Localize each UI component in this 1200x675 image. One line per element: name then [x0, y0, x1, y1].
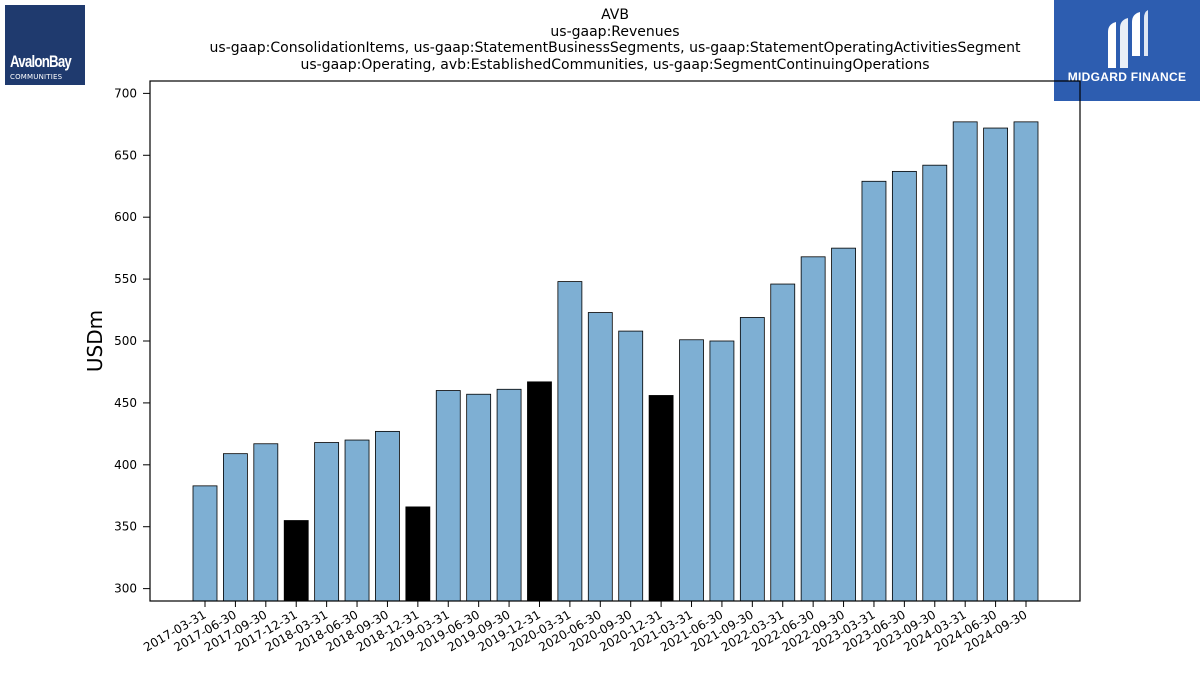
y-tick-label: 400 — [114, 458, 137, 472]
bar-2017-03-31 — [192, 485, 218, 602]
y-tick-label: 450 — [114, 396, 137, 410]
bar-2020-12-31 — [648, 395, 674, 602]
y-tick-label: 650 — [114, 148, 137, 162]
midgard-finance-logo: MIDGARD FINANCE — [1054, 0, 1200, 101]
y-axis-label: USDm — [83, 310, 107, 372]
midgard-mark-icon — [1108, 10, 1148, 68]
bar-2020-03-31 — [557, 281, 583, 602]
avalonbay-logo-sub: COMMUNITIES — [10, 73, 63, 81]
bar-2020-09-30 — [618, 330, 644, 602]
bar-2021-09-30 — [739, 317, 765, 602]
bar-2019-09-30 — [496, 388, 522, 602]
y-tick-label: 350 — [114, 520, 137, 534]
bar-2018-09-30 — [375, 430, 400, 602]
bar-2019-03-31 — [435, 390, 461, 602]
title-axes: us-gaap:ConsolidationItems, us-gaap:Stat… — [209, 40, 1021, 56]
bar-2017-09-30 — [253, 443, 279, 602]
bar-2021-06-30 — [709, 340, 735, 602]
bar-2017-12-31 — [283, 520, 309, 602]
bar-2022-03-31 — [770, 283, 796, 602]
y-tick-label: 700 — [114, 86, 137, 100]
avalonbay-logo-name: AvalonBay — [10, 52, 72, 71]
bar-2022-09-30 — [831, 247, 856, 602]
bar-2020-06-30 — [587, 312, 613, 602]
y-tick-label: 300 — [114, 582, 137, 596]
bar-2017-06-30 — [223, 453, 248, 602]
bar-2018-12-31 — [405, 506, 431, 602]
bar-2022-06-30 — [800, 256, 826, 602]
avalonbay-logo: AvalonBay COMMUNITIES — [5, 5, 85, 85]
bar-2023-09-30 — [922, 164, 948, 602]
bar-2018-06-30 — [344, 439, 370, 602]
midgard-brand-text: MIDGARD FINANCE — [1067, 70, 1187, 84]
bar-2023-06-30 — [891, 170, 917, 602]
bar-2024-06-30 — [983, 127, 1008, 602]
y-tick-label: 500 — [114, 334, 137, 348]
bar-2024-09-30 — [1013, 121, 1039, 602]
bar-2023-03-31 — [861, 180, 887, 602]
bar-2019-06-30 — [466, 393, 492, 602]
bar-2019-12-31 — [527, 381, 552, 602]
y-tick-label: 600 — [114, 210, 137, 224]
chart-title: AVB us-gaap:Revenues us-gaap:Consolidati… — [150, 7, 1080, 73]
bar-2024-03-31 — [952, 121, 978, 602]
y-tick-label: 550 — [114, 272, 137, 286]
title-members: us-gaap:Operating, avb:EstablishedCommun… — [300, 56, 930, 73]
title-ticker: AVB — [601, 7, 629, 23]
bar-2018-03-31 — [314, 442, 340, 602]
title-concept: us-gaap:Revenues — [550, 23, 680, 40]
bar-2021-03-31 — [679, 339, 704, 602]
